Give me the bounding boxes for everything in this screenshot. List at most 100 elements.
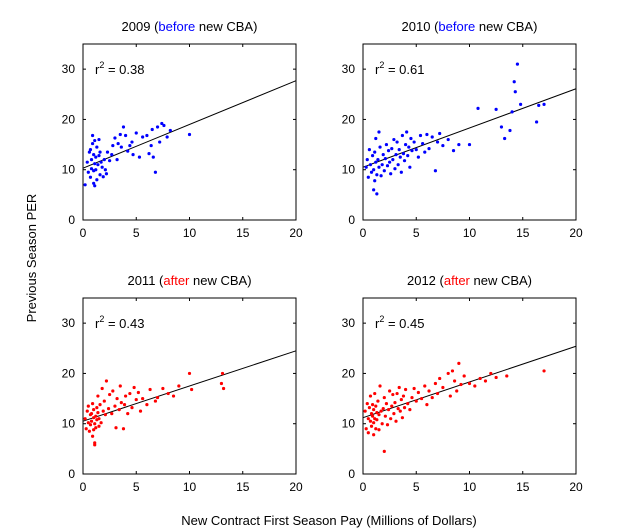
data-point	[438, 376, 442, 381]
x-tick-label: 20	[289, 226, 303, 240]
data-point	[106, 407, 111, 411]
data-point	[97, 154, 101, 158]
data-point	[404, 387, 408, 392]
data-point	[385, 164, 390, 168]
data-point	[374, 136, 378, 141]
data-point	[92, 408, 96, 412]
data-point	[124, 394, 128, 398]
data-point	[151, 155, 155, 159]
x-tick-label: 20	[569, 226, 583, 240]
data-point	[414, 148, 418, 152]
data-point	[372, 433, 376, 437]
data-point	[130, 140, 134, 144]
data-point	[93, 422, 97, 426]
data-point	[394, 153, 398, 157]
data-point	[467, 381, 472, 386]
data-point	[104, 172, 109, 176]
data-point	[190, 387, 194, 392]
data-point	[113, 136, 117, 140]
data-point	[118, 132, 122, 137]
y-tick-label: 20	[62, 366, 76, 380]
data-point	[98, 173, 102, 177]
y-tick-label: 30	[62, 316, 76, 330]
data-point	[220, 371, 225, 376]
data-point	[425, 132, 429, 137]
title-year: 2010 (	[402, 19, 440, 34]
title-tag: after	[163, 273, 190, 288]
data-point	[138, 409, 143, 413]
title-year: 2009 (	[122, 19, 160, 34]
data-point	[398, 155, 402, 159]
y-tick-label: 10	[342, 417, 356, 431]
data-point	[155, 125, 160, 129]
x-tick-label: 5	[133, 480, 140, 494]
data-point	[370, 414, 375, 418]
data-point	[99, 160, 103, 164]
data-point	[377, 413, 381, 417]
data-point	[407, 145, 411, 149]
data-point	[84, 427, 88, 431]
data-point	[388, 160, 392, 164]
data-point	[121, 427, 126, 431]
data-point	[395, 140, 399, 144]
r2-symbol: r	[95, 316, 100, 331]
data-point	[401, 152, 406, 156]
data-point	[451, 149, 456, 153]
data-point	[448, 394, 452, 398]
data-point	[446, 137, 450, 142]
data-point	[88, 423, 93, 427]
data-point	[476, 106, 480, 110]
data-point	[406, 154, 410, 158]
panel-title: 2009 (before new CBA)	[122, 19, 258, 34]
panel-1: 0 5 10 15 20 0 10 20 30 2009 (before new CBA) r2 =…	[62, 19, 303, 240]
data-point	[128, 391, 132, 396]
data-point	[374, 427, 378, 431]
y-tick-label: 20	[342, 112, 356, 126]
data-point	[457, 142, 461, 147]
data-point	[372, 408, 376, 412]
r2-value: = 0.45	[384, 316, 424, 331]
data-point	[134, 131, 138, 135]
panel-title: 2012 (after new CBA)	[407, 273, 532, 288]
data-point	[394, 419, 398, 423]
data-point	[494, 107, 498, 111]
data-point	[416, 155, 420, 159]
data-point	[393, 400, 397, 405]
data-point	[101, 175, 105, 179]
x-tick-label: 20	[569, 480, 583, 494]
data-point	[534, 120, 539, 124]
data-point	[141, 396, 145, 401]
r2-exponent: 2	[99, 60, 104, 70]
r2-exponent: 2	[379, 314, 384, 324]
data-point	[398, 409, 402, 413]
data-point	[111, 389, 115, 393]
title-rest: new CBA)	[189, 273, 251, 288]
data-point	[99, 421, 103, 425]
data-point	[430, 395, 434, 400]
data-point	[457, 361, 461, 365]
data-point	[93, 184, 97, 188]
data-point	[385, 423, 390, 427]
data-point	[372, 421, 376, 425]
data-point	[380, 163, 384, 167]
data-point	[515, 62, 520, 66]
y-tick-label: 20	[342, 366, 356, 380]
data-point	[102, 158, 106, 162]
data-point	[372, 168, 376, 172]
data-point	[433, 381, 438, 386]
data-point	[124, 133, 128, 138]
data-point	[117, 408, 121, 412]
data-point	[110, 153, 114, 157]
data-point	[88, 175, 93, 179]
data-point	[473, 384, 477, 388]
data-point	[459, 382, 463, 387]
data-point	[438, 131, 442, 136]
data-point	[503, 136, 507, 141]
data-point	[374, 160, 378, 164]
r-squared-label: r2 = 0.43	[95, 314, 144, 331]
data-point	[373, 150, 377, 154]
data-point	[187, 132, 192, 137]
data-point	[441, 385, 445, 390]
data-point	[94, 168, 98, 172]
